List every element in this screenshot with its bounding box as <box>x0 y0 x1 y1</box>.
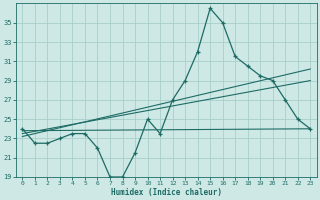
X-axis label: Humidex (Indice chaleur): Humidex (Indice chaleur) <box>111 188 222 197</box>
